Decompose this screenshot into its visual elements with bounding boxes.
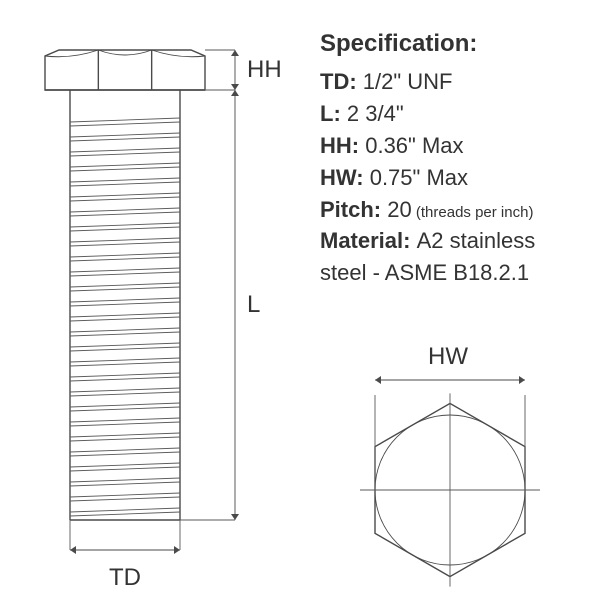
spec-panel: Specification: TD: 1/2" UNFL: 2 3/4"HH: …	[320, 30, 580, 289]
bolt-side-diagram: HH L TD	[30, 30, 290, 590]
spec-heading: Specification:	[320, 30, 580, 58]
spec-note: (threads per inch)	[412, 204, 534, 221]
spec-line: HW: 0.75" Max	[320, 162, 580, 194]
spec-line: Pitch: 20 (threads per inch)	[320, 194, 580, 226]
bolt-top-diagram: HW	[350, 330, 570, 590]
spec-line: L: 2 3/4"	[320, 98, 580, 130]
spec-key: L:	[320, 101, 347, 126]
spec-value: 0.75" Max	[370, 165, 468, 190]
spec-value: 1/2" UNF	[363, 69, 453, 94]
spec-line: Material: A2 stainless steel - ASME B18.…	[320, 225, 580, 289]
page: HH L TD Specification: TD: 1/2" UNFL: 2 …	[0, 0, 600, 600]
dimension-label-hw: HW	[428, 343, 468, 371]
spec-key: Pitch:	[320, 197, 387, 222]
spec-key: HH:	[320, 133, 365, 158]
spec-value: 2 3/4"	[347, 101, 404, 126]
spec-line: HH: 0.36" Max	[320, 130, 580, 162]
spec-value: 0.36" Max	[365, 133, 463, 158]
spec-line: TD: 1/2" UNF	[320, 66, 580, 98]
dimension-label-l: L	[247, 291, 260, 319]
spec-list: TD: 1/2" UNFL: 2 3/4"HH: 0.36" MaxHW: 0.…	[320, 66, 580, 289]
spec-key: TD:	[320, 69, 363, 94]
dimension-label-td: TD	[109, 564, 141, 592]
spec-key: Material:	[320, 228, 417, 253]
dimension-label-hh: HH	[247, 56, 282, 84]
spec-key: HW:	[320, 165, 370, 190]
spec-value: 20	[387, 197, 411, 222]
